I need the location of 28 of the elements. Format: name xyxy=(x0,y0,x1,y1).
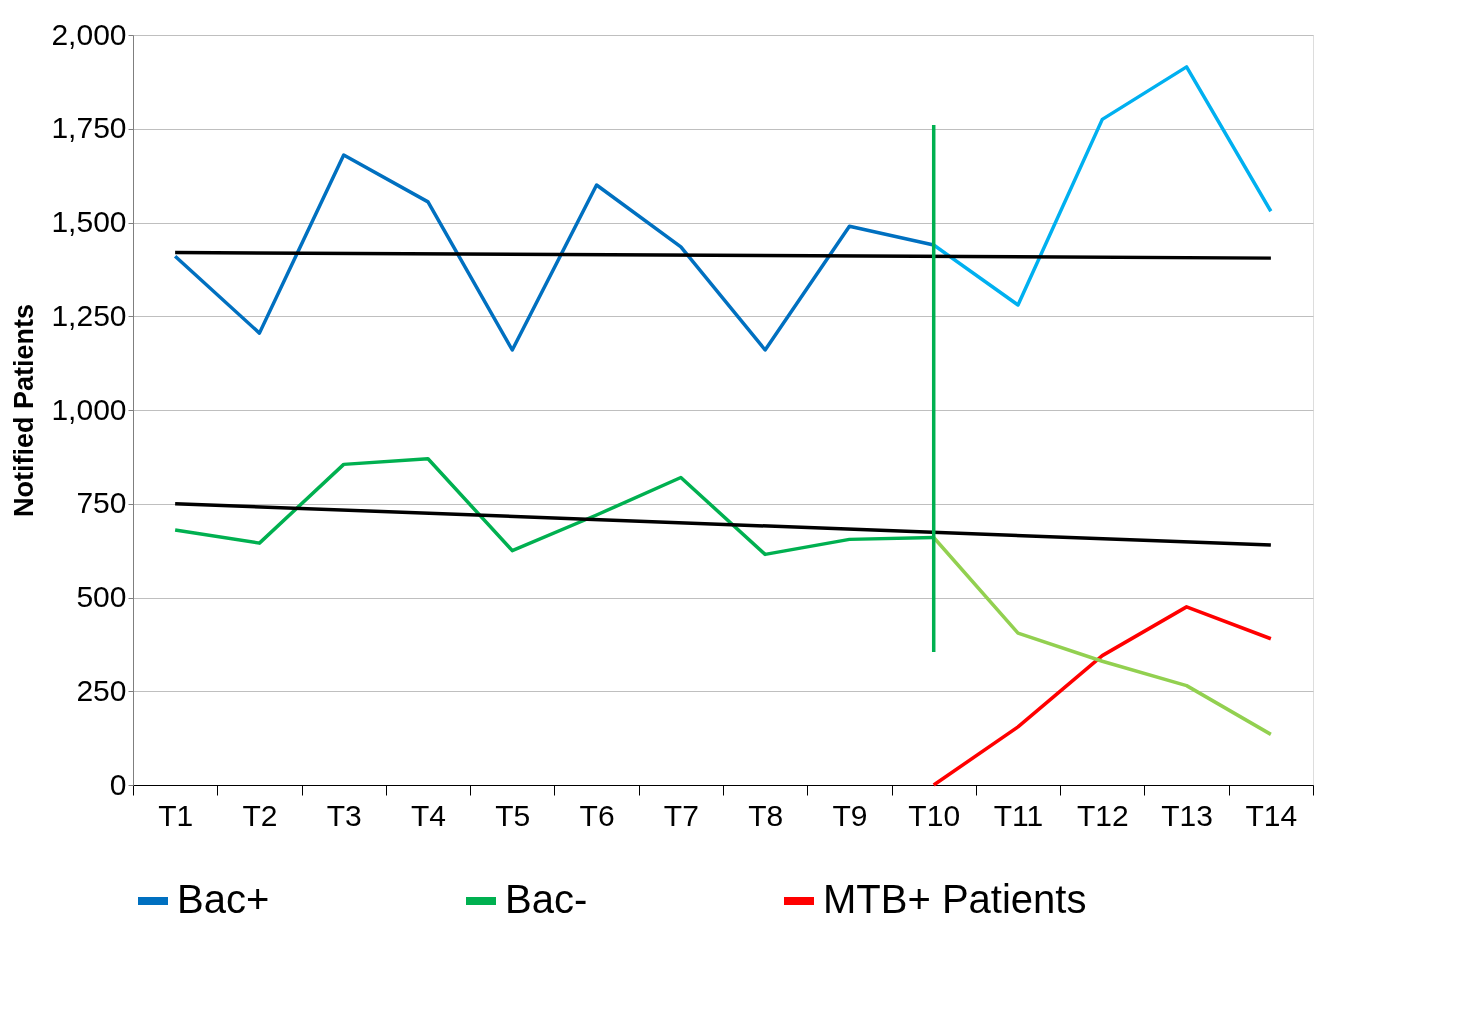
y-tick-label: 500 xyxy=(76,580,127,613)
y-tick-label: 0 xyxy=(109,767,127,801)
x-tick-label: T6 xyxy=(579,798,615,832)
x-tick-label: T11 xyxy=(993,798,1044,832)
y-tick-label: 1,250 xyxy=(51,298,127,332)
y-tick-label: 1,750 xyxy=(51,111,127,145)
y-tick-label: 2,000 xyxy=(51,17,127,51)
x-tick-label: T2 xyxy=(242,798,278,832)
legend-label: Bac- xyxy=(505,877,588,921)
x-tick-label: T10 xyxy=(908,798,961,832)
legend-label: Bac+ xyxy=(177,877,270,921)
x-tick-label: T7 xyxy=(663,798,699,832)
x-tick-label: T14 xyxy=(1245,798,1298,832)
x-tick-label: T3 xyxy=(326,798,362,832)
y-tick-label: 750 xyxy=(76,486,127,520)
y-tick-label: 250 xyxy=(76,673,127,707)
x-tick-label: T12 xyxy=(1076,798,1129,832)
line-series xyxy=(931,605,1273,787)
x-tick-label: T4 xyxy=(410,798,447,832)
x-tick-label: T5 xyxy=(495,798,531,832)
x-tick-label: T8 xyxy=(748,798,784,832)
x-tick-label: T13 xyxy=(1161,798,1213,832)
y-axis-title: Notified Patients xyxy=(9,303,40,518)
y-tick-label: 1,500 xyxy=(51,205,127,238)
x-tick-label: T1 xyxy=(158,798,194,832)
y-tick-label: 1,000 xyxy=(51,392,127,426)
legend-label: MTB+ Patients xyxy=(823,877,1087,921)
x-tick-label: T9 xyxy=(832,798,868,832)
